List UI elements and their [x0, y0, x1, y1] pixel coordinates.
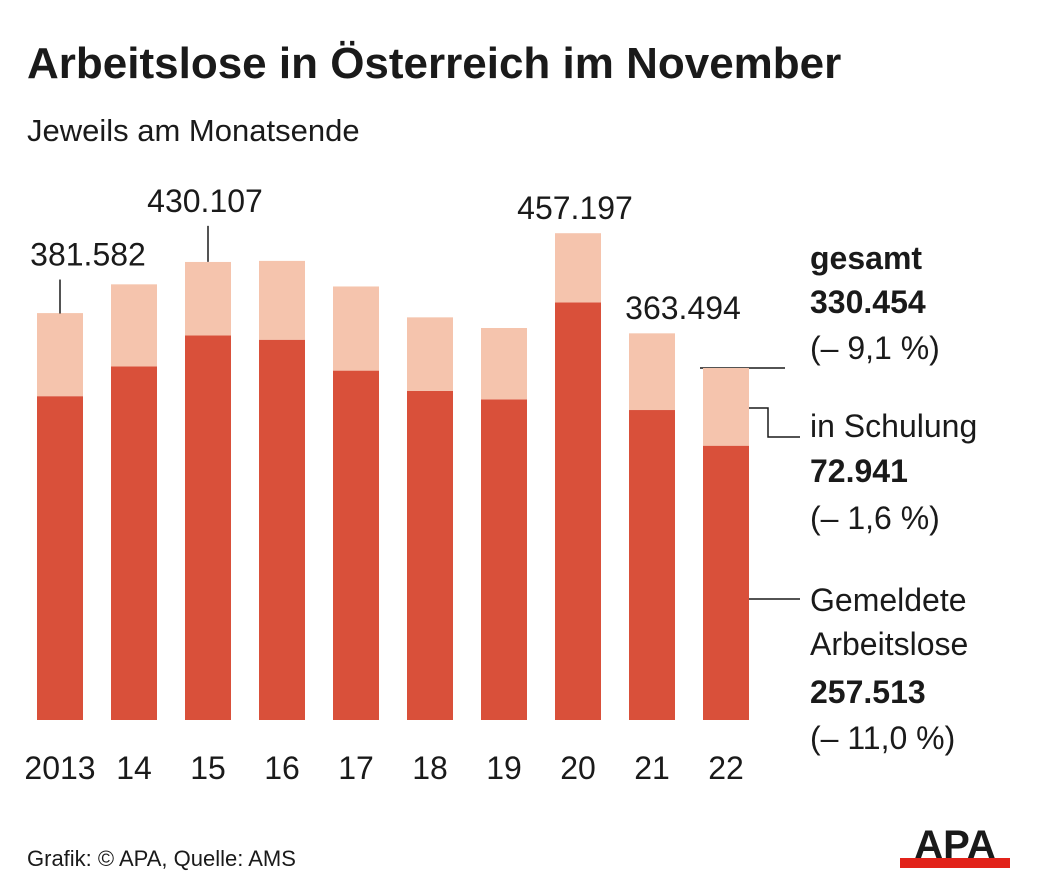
legend-change: (– 11,0 %) [810, 720, 956, 756]
bar-segment [333, 286, 379, 371]
x-tick-label: 15 [190, 750, 226, 786]
bar-segment [703, 445, 749, 720]
x-tick-label: 22 [708, 750, 744, 786]
legend-total-value: 330.454 [810, 284, 926, 320]
total-label: 457.197 [517, 190, 633, 226]
logo-bar [900, 858, 1010, 868]
source: Grafik: © APA, Quelle: AMS [27, 846, 296, 871]
chart-title: Arbeitslose in Österreich im November [27, 39, 841, 88]
legend-entry: Gemeldete Arbeitslose [810, 582, 969, 662]
bar-segment [407, 317, 453, 391]
x-tick-label: 21 [634, 750, 670, 786]
legend-total-change: (– 9,1 %) [810, 330, 940, 366]
total-label: 381.582 [30, 237, 146, 273]
bar-segment [185, 335, 231, 720]
legend-total-name: gesamt [810, 240, 923, 276]
bar-segment [555, 302, 601, 720]
x-tick-label: 14 [116, 750, 152, 786]
x-tick-label: 16 [264, 750, 300, 786]
x-tick-label: 17 [338, 750, 374, 786]
legend-value: 257.513 [810, 674, 926, 710]
x-tick-label: 19 [486, 750, 522, 786]
bar-segment [407, 390, 453, 720]
bar-segment [481, 399, 527, 720]
bar-segment [481, 328, 527, 400]
x-tick-label: 18 [412, 750, 448, 786]
legend-value: 72.941 [810, 453, 908, 489]
total-label: 363.494 [625, 290, 741, 326]
total-label: 430.107 [147, 183, 263, 219]
bar-segment [555, 233, 601, 303]
bar-segment [259, 260, 305, 340]
chart-subtitle: Jeweils am Monatsende [27, 113, 360, 148]
x-tick-label: 2013 [24, 750, 95, 786]
bar-segment [185, 261, 231, 336]
x-tick-label: 20 [560, 750, 596, 786]
legend-entry: in Schulung [810, 408, 978, 444]
bar-segment [111, 284, 157, 367]
bar-segment [37, 313, 83, 397]
bar-segment [37, 396, 83, 720]
bar-segment [703, 368, 749, 446]
bar-segment [629, 333, 675, 411]
bar-segment [333, 370, 379, 720]
legend-change: (– 1,6 %) [810, 500, 940, 536]
bar-segment [111, 366, 157, 720]
bar-segment [259, 339, 305, 720]
bar-segment [629, 410, 675, 720]
